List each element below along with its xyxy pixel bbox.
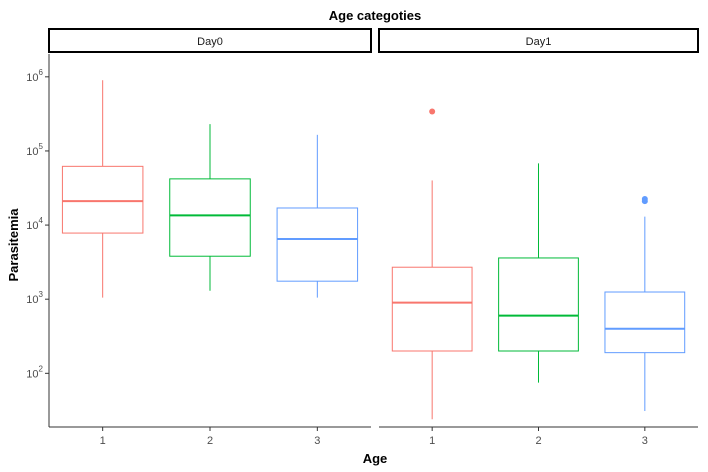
y-tick-label-3: 105	[26, 142, 43, 158]
x-tick-label-0-1: 2	[207, 435, 213, 447]
box-1-0	[391, 266, 473, 352]
facet-label-1: Day1	[526, 36, 552, 48]
y-tick-label-4: 106	[26, 68, 43, 84]
x-tick-label-1-0: 1	[429, 435, 435, 447]
facet-strip-1	[378, 28, 699, 53]
chart-title: Age categoties	[329, 8, 421, 23]
y-tick-label-1: 103	[26, 290, 43, 306]
box-1-2	[604, 291, 686, 354]
box-0-1	[169, 178, 251, 257]
x-tick-label-1-1: 2	[535, 435, 541, 447]
box-0-2	[276, 207, 359, 282]
facet-strip-0	[48, 28, 372, 53]
x-tick-label-0-0: 1	[100, 435, 106, 447]
outlier-point-1-2-1	[641, 195, 648, 202]
facet-label-0: Day0	[197, 36, 223, 48]
plot-area: 102 103 104 105 106 Day0 1 2 3 Day1 1 2 3	[26, 28, 699, 447]
box-0-0	[61, 165, 144, 234]
x-axis-label: Age	[363, 451, 388, 466]
box-1-1	[498, 257, 579, 352]
y-tick-label-0: 102	[26, 364, 43, 380]
x-tick-label-0-2: 3	[314, 435, 320, 447]
outlier-point-1-0-0	[429, 108, 436, 115]
y-tick-label-2: 104	[26, 216, 43, 232]
x-tick-label-1-2: 3	[642, 435, 648, 447]
y-axis-label: Parasitemia	[6, 208, 21, 282]
